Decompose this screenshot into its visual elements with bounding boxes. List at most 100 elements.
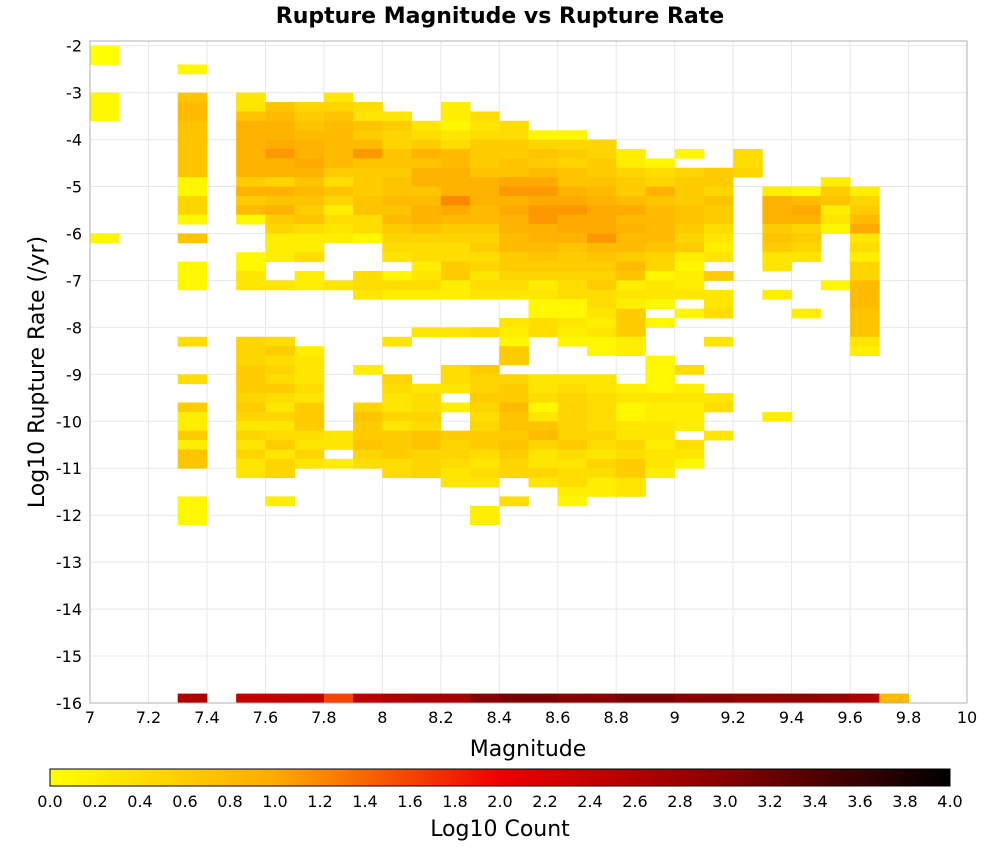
heatmap-cell [323, 120, 354, 131]
heatmap-cell [674, 205, 705, 216]
heatmap-cell [323, 693, 354, 704]
heatmap-cell [236, 383, 266, 394]
heatmap-cell [411, 271, 442, 281]
heatmap-cell [90, 45, 120, 56]
x-tick-label: 7.4 [194, 708, 219, 727]
heatmap-cell [586, 233, 617, 244]
heatmap-cell [236, 364, 266, 375]
heatmap-cell [177, 693, 208, 704]
heatmap-cell [294, 458, 325, 469]
colorbar-tick-label: 4.0 [937, 792, 962, 811]
heatmap-cell [557, 195, 588, 206]
heatmap-cell [674, 458, 705, 469]
heatmap-cell [411, 120, 442, 131]
heatmap-cell [382, 411, 412, 422]
heatmap-cell [440, 224, 471, 234]
heatmap-cell [265, 430, 296, 441]
heatmap-cell [470, 383, 500, 394]
heatmap-cell [236, 261, 266, 272]
heatmap-cell [586, 167, 617, 178]
heatmap-cell [528, 177, 559, 187]
heatmap-cell [382, 458, 412, 469]
heatmap-cell [499, 280, 529, 291]
heatmap-cell [499, 148, 529, 159]
heatmap-cell [236, 693, 266, 704]
heatmap-cell [265, 242, 296, 253]
heatmap-cell [499, 289, 529, 300]
heatmap-cell [470, 411, 500, 422]
heatmap-cell [265, 364, 296, 375]
heatmap-cell [586, 693, 617, 704]
heatmap-cell [236, 402, 266, 413]
heatmap-cell [265, 120, 296, 131]
heatmap-cell [411, 130, 442, 140]
heatmap-cell [411, 195, 442, 206]
colorbar-label: Log10 Count [430, 817, 570, 842]
heatmap-cell [294, 120, 325, 131]
heatmap-cell [557, 130, 588, 140]
colorbar-tick-label: 1.6 [397, 792, 422, 811]
heatmap-cell [382, 111, 412, 122]
heatmap-cell [177, 205, 208, 216]
heatmap-cell [265, 205, 296, 216]
heatmap-cell [762, 205, 792, 216]
heatmap-cell [645, 458, 676, 469]
heatmap-cell [616, 402, 646, 413]
heatmap-cell [470, 242, 500, 253]
heatmap-cell [440, 139, 471, 150]
heatmap-cell [411, 158, 442, 169]
heatmap-cell [440, 252, 471, 263]
heatmap-cell [499, 233, 529, 244]
x-tick-label: 7.2 [136, 708, 161, 727]
heatmap-cell [470, 693, 500, 704]
heatmap-cell [236, 271, 266, 281]
heatmap-cell [645, 402, 676, 413]
heatmap-cell [177, 233, 208, 244]
heatmap-cell [674, 177, 705, 187]
heatmap-cell [353, 167, 383, 178]
y-tick-label: -9 [66, 365, 82, 384]
heatmap-cell [616, 440, 646, 450]
heatmap-cell [294, 440, 325, 450]
y-tick-label: -6 [66, 224, 82, 243]
heatmap-cell [236, 111, 266, 122]
heatmap-cell [616, 167, 646, 178]
heatmap-cell [586, 458, 617, 469]
heatmap-cell [703, 177, 734, 187]
heatmap-cell [528, 383, 559, 394]
y-tick-label: -13 [56, 553, 82, 572]
x-tick-label: 9.6 [837, 708, 862, 727]
heatmap-cell [236, 252, 266, 263]
heatmap-cell [499, 468, 529, 479]
heatmap-cell [382, 205, 412, 216]
heatmap-cell [411, 383, 442, 394]
heatmap-cell [411, 252, 442, 263]
heatmap-cell [528, 224, 559, 234]
heatmap-cell [236, 355, 266, 366]
heatmap-cell [440, 289, 471, 300]
heatmap-cell [294, 177, 325, 187]
heatmap-cell [850, 242, 880, 253]
heatmap-cell [177, 271, 208, 281]
heatmap-cell [499, 158, 529, 169]
x-tick-label: 9.8 [896, 708, 921, 727]
heatmap-cell [499, 355, 529, 366]
heatmap-cell [557, 430, 588, 441]
heatmap-cell [733, 158, 763, 169]
heatmap-cell [703, 214, 734, 225]
heatmap-cell [557, 374, 588, 385]
heatmap-cell [674, 421, 705, 432]
y-tick-label: -10 [56, 412, 82, 431]
heatmap-cell [353, 364, 383, 375]
heatmap-cell [850, 224, 880, 234]
heatmap-cell [791, 224, 822, 234]
heatmap-cell [499, 186, 529, 197]
heatmap-cell [177, 261, 208, 272]
heatmap-cell [323, 430, 354, 441]
heatmap-cell [90, 92, 120, 103]
heatmap-cell [294, 271, 325, 281]
heatmap-cell [528, 430, 559, 441]
heatmap-cell [294, 148, 325, 159]
heatmap-cell [411, 242, 442, 253]
heatmap-cell [528, 289, 559, 300]
